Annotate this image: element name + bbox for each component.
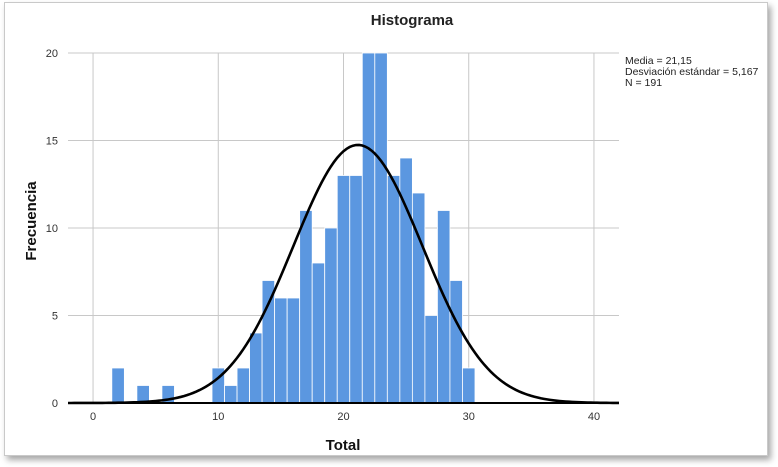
y-tick-label: 5 [52, 311, 58, 323]
x-tick-label: 10 [212, 411, 224, 423]
y-axis-title: Frecuencia [23, 181, 40, 261]
y-tick-label: 20 [46, 48, 58, 60]
normal-curve [68, 143, 620, 405]
histogram-bar [311, 262, 326, 404]
histogram-bar [236, 367, 250, 404]
histogram-bar [111, 367, 125, 404]
x-tick-label: 30 [463, 411, 475, 423]
histogram-bar [349, 175, 363, 404]
histogram-bar [424, 315, 438, 404]
x-tick-label: 20 [337, 411, 349, 423]
histogram-chart: 0 10 20 30 40 0 5 10 15 20 Histograma Total Frecu… [23, 12, 759, 454]
histogram-bar [136, 385, 150, 404]
histogram-bar [336, 175, 351, 404]
histogram-bar [386, 175, 401, 404]
histogram-bar [324, 227, 338, 404]
y-tick-label: 0 [52, 398, 58, 410]
histogram-bar [374, 52, 388, 404]
histogram-bar [249, 332, 263, 404]
histogram-bar [261, 280, 276, 404]
normal-curve-group [68, 143, 620, 405]
histogram-bar [274, 297, 288, 404]
histogram-bar [449, 280, 463, 404]
histogram-bar [399, 157, 413, 404]
x-tick-label: 40 [588, 411, 600, 423]
histogram-bar [299, 210, 313, 404]
tick-labels: 0 10 20 30 40 0 5 10 15 20 [46, 48, 600, 423]
y-tick-label: 10 [46, 223, 58, 235]
histogram-bar [286, 297, 301, 404]
stats-sd: Desviación estándar = 5,167 [625, 66, 759, 78]
stats-n: N = 191 [625, 77, 662, 89]
histogram-bar [224, 385, 238, 404]
y-tick-label: 15 [46, 136, 58, 148]
histogram-bar [462, 367, 476, 404]
x-tick-label: 0 [90, 411, 96, 423]
histogram-bar [361, 52, 376, 404]
chart-title: Histograma [371, 12, 454, 29]
x-axis-title: Total [326, 437, 361, 454]
chart-frame: 0 10 20 30 40 0 5 10 15 20 Histograma Total Frecu… [4, 2, 768, 456]
stats-mean: Media = 21,15 [625, 55, 692, 67]
